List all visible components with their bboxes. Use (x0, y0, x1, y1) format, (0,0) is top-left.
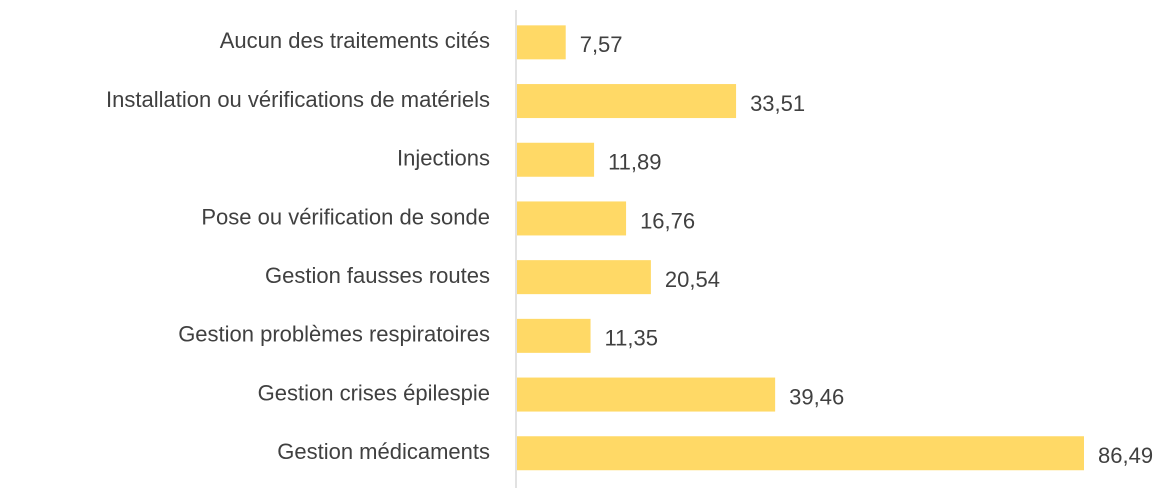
data-label: 16,76 (640, 208, 695, 233)
data-label: 11,35 (605, 326, 658, 351)
y-tick-label: Gestion fausses routes (265, 263, 490, 288)
bar (517, 84, 737, 119)
y-tick-label: Injections (397, 146, 490, 171)
bar (517, 201, 627, 236)
bar (517, 436, 1084, 471)
data-label: 39,46 (789, 384, 844, 409)
y-tick-label: Gestion crises épilespie (258, 380, 490, 405)
y-tick-label: Pose ou vérification de sonde (201, 204, 490, 229)
bar (517, 142, 595, 177)
bar (517, 25, 566, 60)
data-label: 7,57 (580, 32, 623, 57)
bar (517, 318, 591, 353)
data-label: 11,89 (608, 150, 661, 175)
y-tick-label: Installation ou vérifications de matérie… (106, 87, 490, 112)
bar (517, 377, 776, 412)
data-label: 20,54 (665, 267, 720, 292)
data-label: 86,49 (1098, 443, 1153, 468)
y-tick-label: Gestion problèmes respiratoires (178, 322, 490, 347)
y-tick-label: Aucun des traitements cités (220, 28, 490, 53)
y-tick-label: Gestion médicaments (277, 439, 490, 464)
data-label: 33,51 (750, 91, 805, 116)
bar (517, 260, 651, 295)
